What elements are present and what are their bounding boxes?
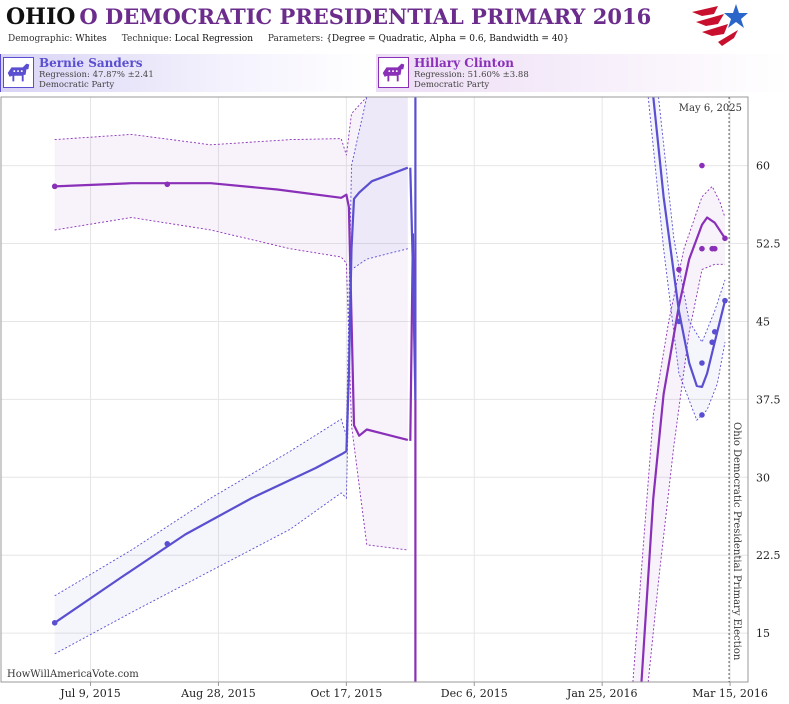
poll-point-clinton (699, 245, 705, 252)
donkey-icon (378, 57, 409, 88)
parameters-label: Parameters: (267, 34, 324, 44)
chart-parameters: Demographic: Whites Technique: Local Reg… (8, 34, 581, 44)
band-lower-sanders (54, 248, 408, 655)
candidate-regression: Regression: 47.87% ±2.41 (39, 70, 154, 80)
x-tick-label: Dec 6, 2015 (441, 687, 508, 700)
y-tick-label: 22.5 (756, 549, 781, 562)
band-upper-sanders (54, 97, 408, 597)
technique-label: Technique: (121, 34, 172, 44)
donkey-icon (3, 57, 34, 88)
band-lower-sanders (647, 97, 726, 422)
x-tick-label: Mar 15, 2016 (692, 687, 768, 700)
y-tick-label: 52.5 (756, 238, 781, 251)
poll-point-sanders (51, 619, 58, 626)
candidate-name: Hillary Clinton (414, 56, 514, 70)
event-label: Ohio Democratic Presidential Primary Ele… (731, 422, 742, 661)
demographic-label: Demographic: (8, 34, 73, 44)
poll-point-clinton (711, 245, 718, 252)
demographic-value: Whites (75, 34, 107, 44)
candidate-name: Bernie Sanders (39, 56, 143, 70)
y-tick-label: 15 (756, 627, 770, 640)
poll-point-clinton (164, 181, 171, 188)
poll-point-clinton (722, 235, 728, 242)
regression-line-clinton (54, 182, 409, 441)
band-fill-clinton (632, 186, 725, 682)
band-fill-sanders (648, 97, 725, 421)
band-lower-clinton (647, 263, 725, 682)
poll-point-sanders (699, 360, 705, 366)
band-fill-clinton (54, 97, 408, 550)
watermark: HowWillAmericaVote.com (7, 669, 139, 680)
poll-point-clinton (699, 162, 705, 169)
x-tick-label: Jul 9, 2015 (59, 687, 121, 700)
candidate-card-sanders: Bernie Sanders Regression: 47.87% ±2.41 … (0, 54, 375, 92)
confidence-bands (54, 97, 726, 682)
candidate-party: Democratic Party (414, 80, 490, 90)
x-tick-label: Jan 25, 2016 (566, 687, 638, 700)
y-tick-label: 30 (756, 471, 770, 484)
poll-point-clinton (676, 266, 682, 273)
regression-line-clinton (640, 216, 726, 682)
y-tick-label: 45 (756, 315, 770, 328)
band-upper-clinton (54, 97, 408, 156)
poll-point-sanders (711, 329, 718, 335)
x-tick-label: Oct 17, 2015 (310, 687, 382, 700)
chart-title: OHIO O DEMOCRATIC PRESIDENTIAL PRIMARY 20… (6, 4, 651, 34)
regression-lines (54, 97, 727, 682)
poll-point-sanders (709, 339, 715, 346)
technique-value: Local Regression (174, 34, 253, 44)
poll-points (51, 162, 728, 626)
current-date-label: May 6, 2025 (679, 103, 742, 114)
poll-point-sanders (722, 297, 728, 304)
y-tick-label: 60 (756, 160, 770, 173)
poll-point-clinton (51, 183, 58, 190)
plot-frame (0, 96, 749, 683)
parameters-value: {Degree = Quadratic, Alpha = 0.6, Bandwi… (326, 34, 570, 44)
candidate-regression: Regression: 51.60% ±3.88 (414, 70, 529, 80)
regression-line-sanders (652, 97, 727, 388)
title-rest: O DEMOCRATIC PRESIDENTIAL PRIMARY 2016 (79, 4, 652, 29)
band-upper-clinton (632, 185, 726, 682)
poll-point-sanders (699, 412, 705, 418)
poll-point-sanders (676, 318, 682, 325)
x-tick-label: Aug 28, 2015 (180, 687, 256, 700)
axes: 15 22.5 30 37.5 45 52.5 60 Jul 9, 2015 Aug 28, 2… (0, 96, 781, 700)
poll-point-sanders (164, 541, 171, 547)
regression-line-sanders (54, 166, 409, 624)
chart-labels: May 6, 2025 Ohio Democratic Presidential… (7, 103, 742, 680)
y-tick-label: 37.5 (756, 393, 781, 406)
candidate-party: Democratic Party (39, 80, 115, 90)
candidate-card-clinton: Hillary Clinton Regression: 51.60% ±3.88… (376, 54, 788, 92)
band-lower-clinton (54, 217, 408, 551)
regression-line-sanders (409, 97, 417, 401)
title-state: OHIO (6, 4, 76, 30)
site-logo (692, 4, 748, 46)
